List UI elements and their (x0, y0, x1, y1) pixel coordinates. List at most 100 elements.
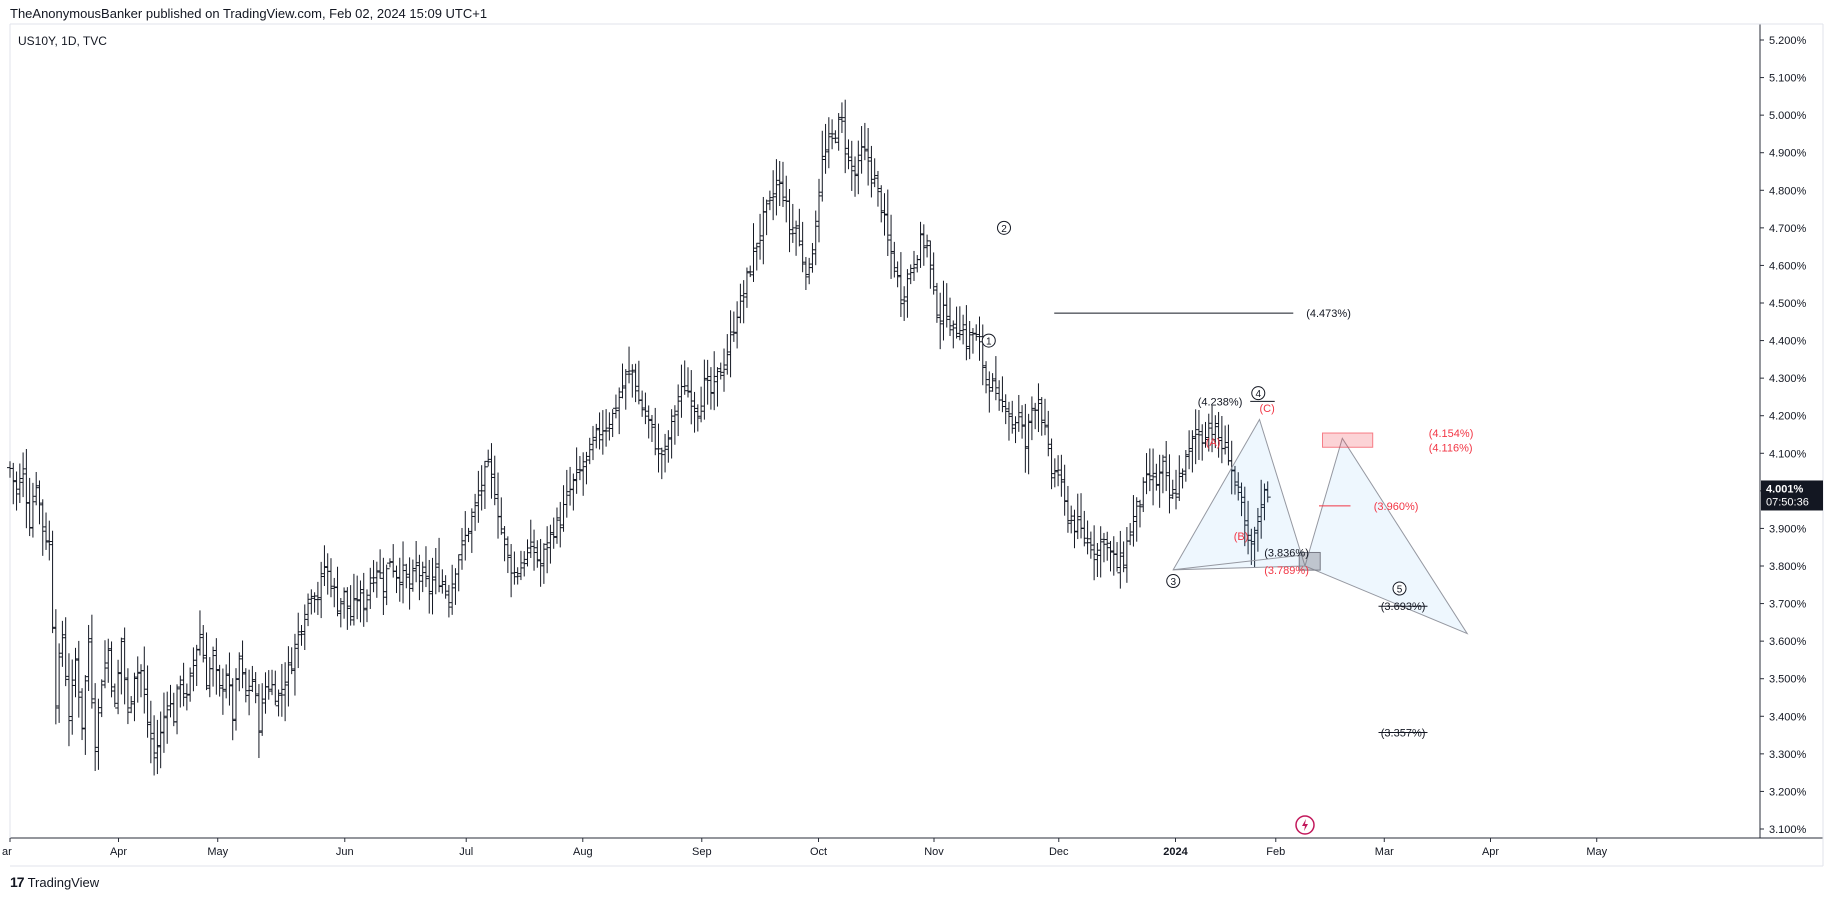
ohlc-bar (1051, 458, 1058, 488)
ohlc-bar (1169, 479, 1176, 499)
ohlc-bar (684, 367, 691, 398)
ohlc-bar (1166, 454, 1173, 514)
ohlc-bar (216, 664, 223, 697)
ohlc-bar (783, 175, 790, 223)
red-label: (4.116%) (1429, 442, 1473, 454)
ohlc-bar (334, 566, 341, 617)
ohlc-bar (377, 549, 384, 579)
ohlc-bar (1087, 531, 1094, 559)
ohlc-bar (33, 471, 40, 506)
y-axis-tick-label: 3.200% (1769, 786, 1807, 798)
x-axis-tick-label: Oct (810, 846, 827, 858)
x-axis-tick-label: May (1586, 846, 1607, 858)
ohlc-bar (881, 193, 888, 236)
ohlc-bar (1114, 542, 1121, 572)
ohlc-bar (642, 392, 649, 425)
ohlc-bar (472, 493, 479, 531)
symbol-legend[interactable]: US10Y, 1D, TVC (18, 34, 107, 48)
y-axis-tick-label: 3.400% (1769, 711, 1807, 723)
ohlc-bar (583, 451, 590, 485)
ohlc-bar (1212, 415, 1219, 449)
ohlc-bar (770, 170, 777, 221)
ohlc-bar (239, 640, 246, 689)
level-label: (3.357%) (1381, 727, 1426, 739)
ohlc-bar (662, 433, 669, 473)
x-axis-tick-label: Mar (1375, 846, 1394, 858)
ohlc-bar (118, 637, 125, 695)
ohlc-bar (704, 359, 711, 405)
ohlc-bar (1143, 453, 1150, 495)
ohlc-bar (504, 536, 511, 574)
ohlc-bar (540, 543, 547, 584)
ohlc-bar (901, 286, 908, 321)
ohlc-bar (884, 189, 891, 256)
ohlc-bar (105, 638, 112, 683)
ohlc-bar (151, 715, 158, 776)
ohlc-bar (1202, 421, 1209, 448)
ohlc-bar (897, 252, 904, 317)
y-axis-tick-label: 5.200% (1769, 35, 1807, 47)
ohlc-bar (157, 711, 164, 769)
ohlc-bar (370, 560, 377, 593)
wave-label-number: 2 (1001, 224, 1007, 235)
ohlc-bar (979, 324, 986, 386)
ohlc-bar (409, 559, 416, 592)
ohlc-bar (1068, 505, 1075, 534)
ohlc-bar (1058, 454, 1065, 497)
ohlc-bar (213, 638, 220, 695)
ohlc-bar (734, 301, 741, 349)
ohlc-bar (380, 557, 387, 616)
ohlc-bar (52, 609, 59, 725)
y-axis-tick-label: 3.100% (1769, 824, 1807, 836)
wave-label-number: 5 (1397, 585, 1403, 596)
ohlc-bar (547, 524, 554, 564)
ohlc-bar (26, 477, 33, 537)
ohlc-bar (23, 448, 30, 529)
wave-label-circle (981, 333, 996, 348)
ohlc-bar (1110, 536, 1117, 576)
ohlc-bar (1248, 528, 1255, 565)
ohlc-bar (259, 683, 266, 736)
ohlc-bar (1235, 472, 1242, 501)
ohlc-bar (698, 386, 705, 423)
y-axis-tick-label: 3.800% (1769, 561, 1807, 573)
ohlc-bar (288, 647, 295, 675)
ohlc-bar (891, 241, 898, 278)
ohlc-bar (956, 306, 963, 341)
ohlc-bar (475, 470, 482, 523)
ohlc-bar (1045, 410, 1052, 457)
ohlc-bar (308, 589, 315, 615)
ohlc-bar (367, 567, 374, 609)
ohlc-bar (816, 178, 823, 243)
x-axis-tick-label: Jul (459, 846, 473, 858)
ohlc-bar (128, 696, 135, 714)
ohlc-bar (88, 614, 95, 709)
ohlc-bar (829, 119, 836, 150)
footer-branding: 17 TradingView (10, 874, 99, 890)
ohlc-bar (1150, 448, 1157, 506)
ohlc-bar (878, 185, 885, 223)
y-axis-tick-label: 4.500% (1769, 298, 1807, 310)
ohlc-bar (101, 640, 108, 689)
ohlc-bar (983, 361, 990, 394)
ohlc-bar (390, 544, 397, 578)
ohlc-bar (960, 314, 967, 345)
x-axis-tick-label: Dec (1049, 846, 1069, 858)
ohlc-bar (619, 363, 626, 399)
ohlc-bar (1241, 486, 1248, 547)
ohlc-bar (1133, 497, 1140, 542)
ohlc-bar (16, 463, 23, 504)
ohlc-bar (596, 412, 603, 450)
ohlc-bar (177, 675, 184, 708)
ohlc-bar (92, 683, 99, 772)
ohlc-bar (573, 447, 580, 494)
ohlc-bar (1231, 465, 1238, 495)
ohlc-bar (894, 261, 901, 288)
ohlc-bar (46, 520, 53, 561)
ohlc-bar (606, 412, 613, 441)
ohlc-bar (858, 126, 865, 174)
ohlc-bar (13, 471, 20, 511)
ohlc-bar (305, 593, 312, 627)
ohlc-bar (442, 575, 449, 599)
